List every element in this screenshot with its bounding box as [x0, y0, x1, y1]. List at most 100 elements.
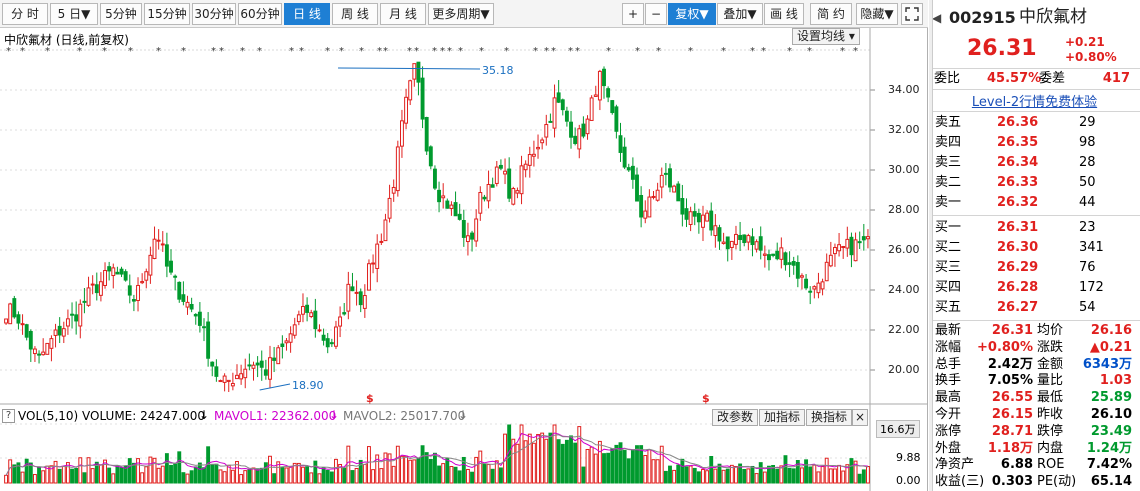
signal-markers: * * * * * * * * * * * * * * * * * * * * * * * * * * * * * * * * * * * * * * * *…: [6, 46, 858, 57]
volume-bar: [251, 467, 256, 484]
hide-button[interactable]: 隐藏▼: [856, 3, 898, 25]
candle-body: [305, 304, 310, 313]
volume-bar: [354, 467, 359, 484]
volume-bar: [445, 458, 450, 484]
volume-bar: [820, 466, 825, 484]
stat-value: 1.24万: [1086, 440, 1132, 456]
signal-star: *: [807, 46, 812, 57]
candle-body: [746, 235, 751, 243]
volume-bar: [424, 452, 429, 484]
tab-weekly[interactable]: 周 线: [332, 3, 378, 25]
stat-value: 26.15: [991, 407, 1033, 422]
volume-bar: [136, 458, 140, 484]
volume-bar: [754, 473, 759, 484]
ma-settings-button[interactable]: 设置均线 ▾: [792, 28, 860, 45]
volume-bar: [362, 463, 367, 484]
simple-button[interactable]: 简 约: [810, 3, 852, 25]
adjust-button[interactable]: 复权▼: [668, 3, 716, 25]
volume-bar: [412, 459, 417, 484]
ask-label: 卖三: [935, 155, 962, 170]
ask-price: 26.33: [997, 175, 1039, 190]
volume-bar: [688, 465, 693, 484]
volume-bar: [713, 468, 718, 484]
volume-bar: [119, 467, 124, 484]
overlay-button[interactable]: 叠加▼: [717, 3, 763, 25]
tab-60min[interactable]: 60分钟: [238, 3, 282, 25]
candle-body: [416, 61, 421, 83]
chart-area[interactable]: * * * * * * * * * * * * * * * * * * * * * * * * * * * * * * * * * * * * * * * *…: [0, 28, 928, 491]
volume-bar: [379, 468, 384, 484]
tab-30min[interactable]: 30分钟: [192, 3, 236, 25]
volume-bar: [762, 471, 767, 484]
stat-label: 换手: [935, 373, 962, 389]
add-indicator-button[interactable]: 加指标: [759, 409, 806, 426]
candle-body: [507, 168, 512, 199]
candle-body: [41, 351, 46, 356]
tab-more-periods[interactable]: 更多周期▼: [428, 3, 494, 25]
stat-value: ▲0.21: [1089, 339, 1132, 355]
candle-body: [585, 118, 590, 135]
volume-bar: [519, 424, 524, 484]
candle-body: [503, 170, 507, 175]
close-icon[interactable]: ×: [852, 409, 868, 426]
prev-stock-icon[interactable]: ◀: [932, 11, 942, 25]
signal-star: *: [299, 46, 304, 57]
zoom-in-button[interactable]: +: [622, 3, 644, 25]
signal-star: *: [440, 46, 445, 57]
candle-body: [222, 375, 227, 383]
signal-star: *: [156, 46, 161, 57]
edit-params-button[interactable]: 改参数: [712, 409, 759, 426]
stat-value: 1.18万: [987, 440, 1033, 456]
volume-bar: [152, 457, 157, 484]
candle-body: [119, 268, 124, 275]
volume-bar: [350, 470, 355, 484]
level2-link[interactable]: Level-2行情免费体验: [971, 95, 1098, 110]
candle-body: [123, 271, 128, 281]
candle-body: [560, 99, 565, 111]
candle-body: [816, 282, 821, 294]
stat-value: 28.71: [991, 423, 1033, 439]
candle-body: [544, 124, 549, 138]
volume-bar: [548, 432, 553, 484]
zoom-out-button[interactable]: −: [645, 3, 667, 25]
tab-15min[interactable]: 15分钟: [144, 3, 190, 25]
bid-volume: 341: [1079, 240, 1104, 255]
signal-star: *: [102, 46, 107, 57]
ask-label: 卖五: [935, 115, 962, 130]
tab-monthly[interactable]: 月 线: [380, 3, 426, 25]
switch-indicator-button[interactable]: 换指标: [806, 409, 853, 426]
volume-bar: [812, 464, 817, 484]
candle-body: [280, 343, 285, 348]
volume-bar: [540, 432, 545, 484]
volume-bar: [668, 465, 672, 484]
volume-bar: [280, 467, 285, 484]
volume-bar: [527, 433, 532, 484]
tab-daily[interactable]: 日 线: [284, 3, 330, 25]
draw-line-button[interactable]: 画 线: [764, 3, 804, 25]
stat-value: 26.16: [1090, 323, 1132, 338]
candle-body: [148, 254, 153, 276]
volume-bar: [346, 445, 351, 484]
kline-chart[interactable]: * * * * * * * * * * * * * * * * * * * * * * * * * * * * * * * * * * * * * * * *…: [0, 28, 928, 491]
candle-body: [164, 244, 169, 267]
volume-bar: [531, 442, 536, 484]
tab-intraday[interactable]: 分 时: [2, 3, 48, 25]
candle-body: [494, 166, 499, 184]
volume-bar: [177, 451, 182, 484]
candle-body: [680, 198, 685, 215]
candle-body: [618, 135, 623, 153]
stats-row: 最新 26.31 均价 26.16: [929, 322, 1140, 339]
stats-row: 最高 26.55 最低 25.89: [929, 389, 1140, 406]
panel-splitter[interactable]: [929, 0, 933, 491]
help-icon[interactable]: ?: [2, 409, 15, 423]
ask-label: 卖一: [935, 195, 962, 210]
stat-label: ROE: [1037, 457, 1065, 473]
fullscreen-icon[interactable]: [901, 3, 923, 25]
tab-5min[interactable]: 5分钟: [100, 3, 142, 25]
volume-bar: [614, 444, 619, 484]
signal-star: *: [339, 46, 344, 57]
bid-price: 26.27: [997, 300, 1039, 315]
candle-body: [701, 214, 705, 228]
tab-5day[interactable]: 5 日▼: [50, 3, 98, 25]
candle-body: [800, 275, 804, 278]
